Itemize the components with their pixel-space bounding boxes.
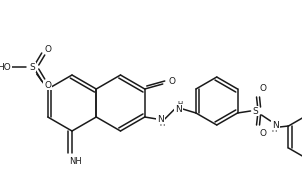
Text: H: H <box>177 101 182 107</box>
Text: O: O <box>44 45 51 53</box>
Text: N: N <box>157 114 164 123</box>
Text: O: O <box>259 130 266 139</box>
Text: S: S <box>29 62 35 71</box>
Text: N: N <box>175 105 182 114</box>
Text: O: O <box>168 76 175 85</box>
Text: S: S <box>253 107 259 116</box>
Text: N: N <box>272 120 279 130</box>
Text: HO: HO <box>0 62 11 71</box>
Text: O: O <box>44 80 51 90</box>
Text: NH: NH <box>69 157 81 165</box>
Text: H: H <box>271 127 276 133</box>
Text: H: H <box>159 121 164 127</box>
Text: O: O <box>259 84 266 93</box>
